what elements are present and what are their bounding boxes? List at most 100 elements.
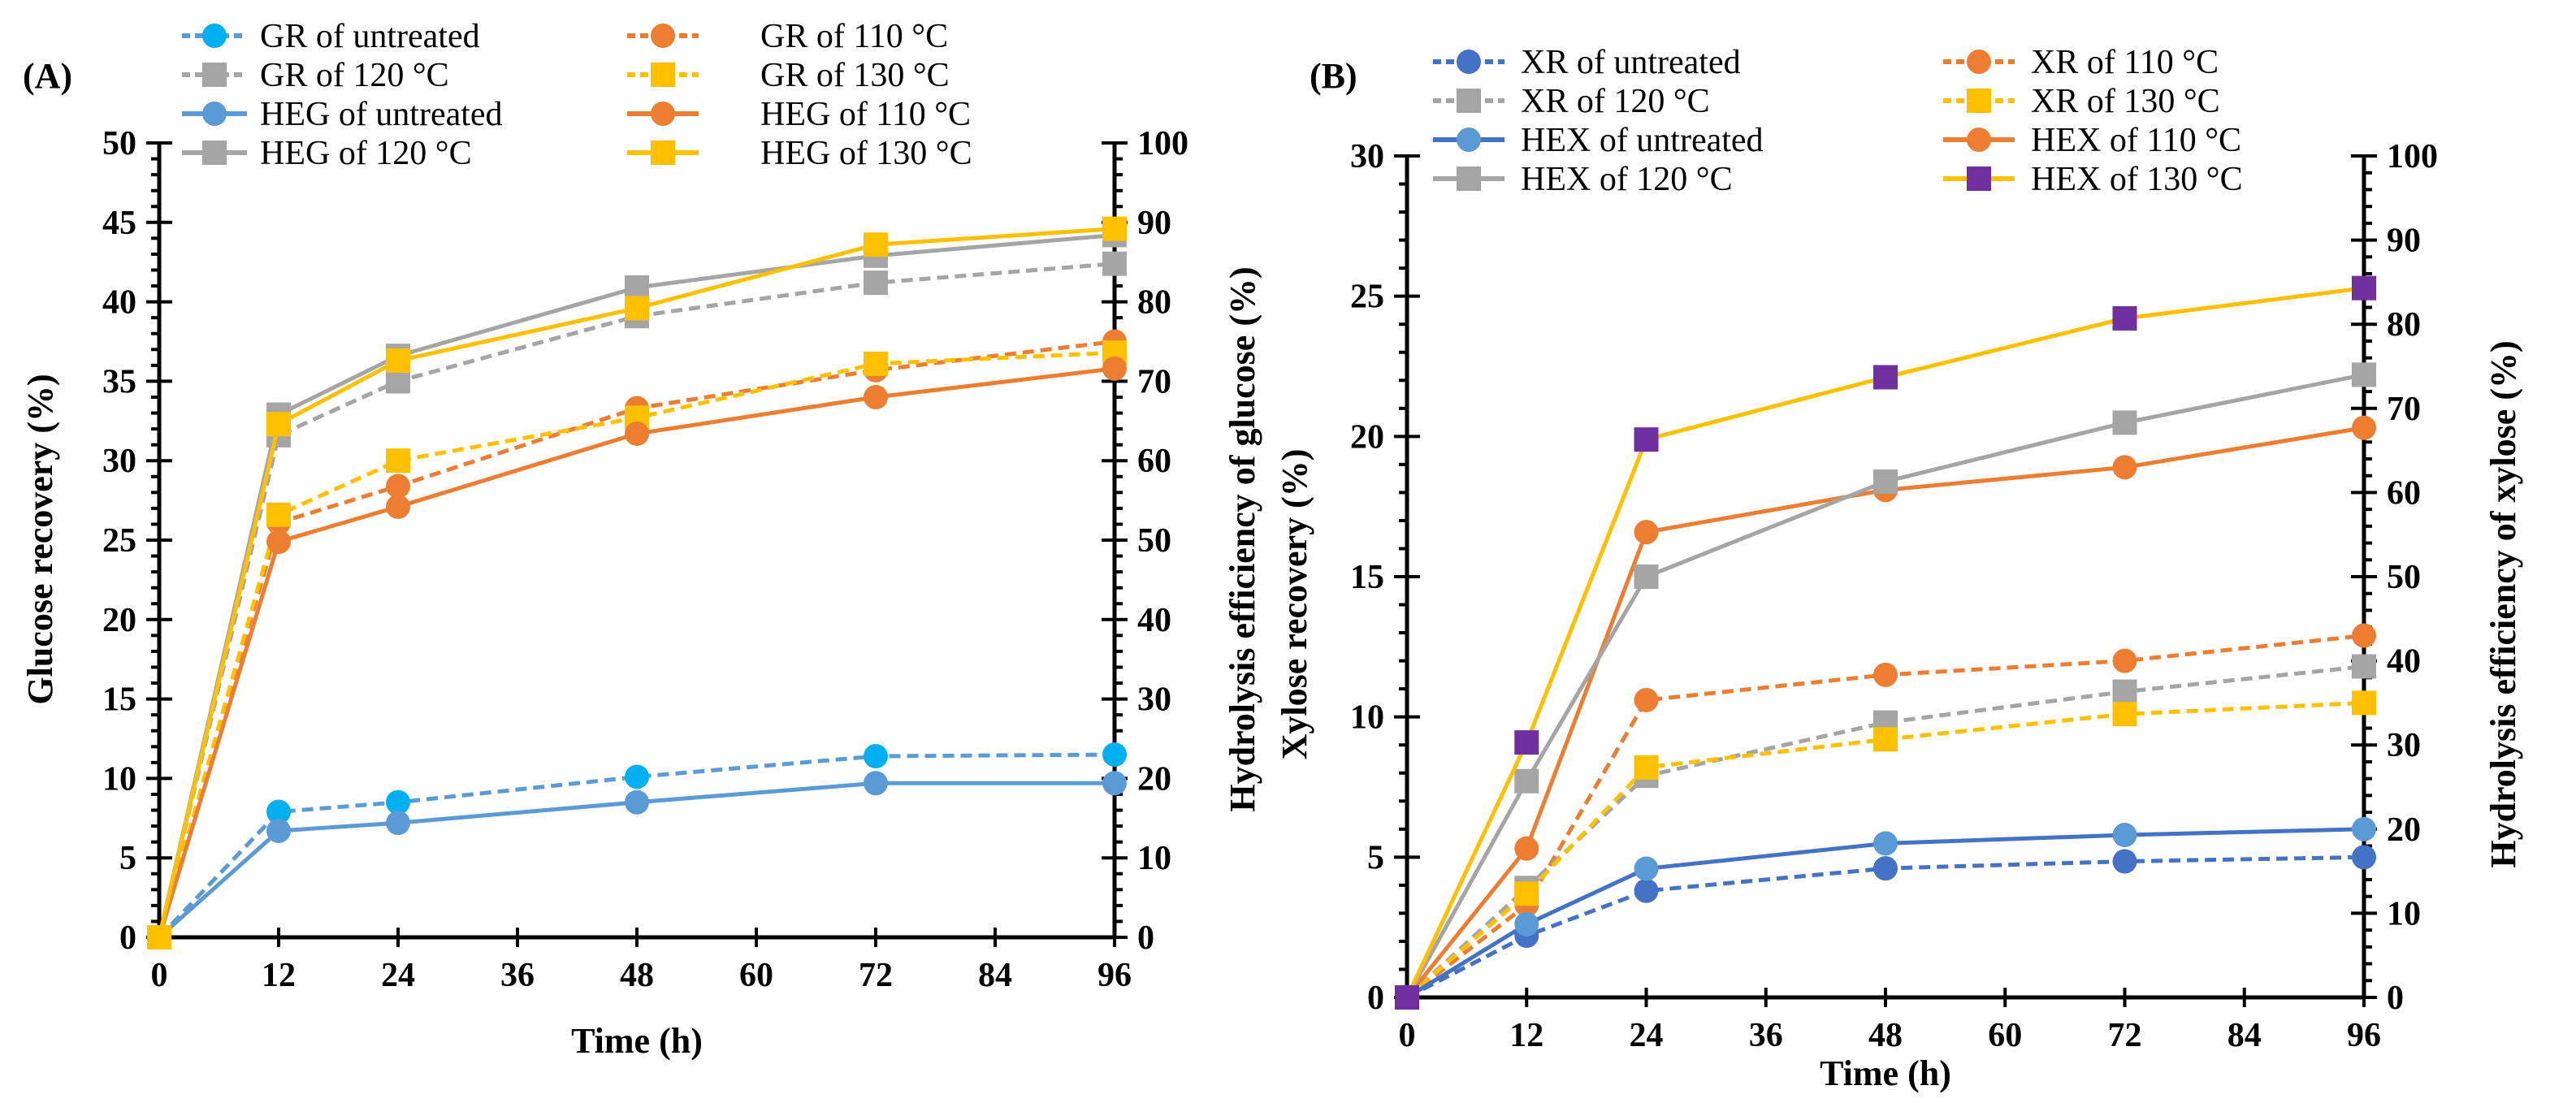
legend-item: HEX of 120 °C	[1433, 161, 1733, 198]
legend-marker	[651, 24, 675, 48]
x-axis-title: Time (h)	[571, 1021, 703, 1061]
y-tick-label-right: 70	[2387, 391, 2421, 428]
legend-label: GR of untreated	[260, 18, 480, 55]
legend-item: GR of 120 °C	[182, 57, 449, 94]
series-line	[1405, 372, 2365, 999]
y-tick-label-right: 0	[2387, 980, 2404, 1017]
data-point	[2352, 623, 2376, 648]
data-point	[625, 296, 649, 321]
series-line	[1405, 827, 2365, 1000]
data-point	[1395, 985, 1419, 1010]
legend-label: XR of 130 °C	[2031, 83, 2220, 120]
series-line	[1405, 700, 2365, 999]
data-point	[625, 764, 649, 789]
x-tick-label: 84	[978, 957, 1012, 994]
y-tick-label-left: 0	[1367, 980, 1384, 1017]
data-point	[625, 789, 649, 815]
data-point	[1514, 768, 1539, 794]
legend-marker	[1967, 50, 1991, 74]
series-line	[157, 366, 1115, 938]
data-point	[1514, 911, 1539, 936]
series-heg-of-130-c	[147, 216, 1127, 949]
series-gr-of-untreated	[147, 742, 1127, 949]
series-line	[1405, 854, 2365, 1000]
y-tick-label-right: 40	[2387, 643, 2421, 681]
y-tick-label-right: 80	[2387, 306, 2421, 344]
data-point	[266, 799, 291, 824]
legend-marker	[1457, 50, 1481, 74]
data-point	[1634, 755, 1659, 780]
y-tick-label-left: 20	[102, 602, 136, 639]
panel-label: (B)	[1310, 56, 1357, 96]
legend-marker	[202, 102, 227, 126]
data-point	[2112, 648, 2137, 673]
y-tick-label-right: 30	[1137, 681, 1171, 719]
data-point	[147, 925, 171, 949]
legend-item: HEG of untreated	[182, 96, 503, 133]
y-tick-label-right: 80	[1137, 284, 1171, 322]
data-point	[1102, 216, 1127, 241]
y-tick-label-right: 70	[1137, 363, 1171, 400]
y-tick-label-left: 45	[102, 205, 136, 242]
y-tick-label-right: 90	[1137, 205, 1171, 242]
x-tick-label: 12	[1509, 1017, 1543, 1054]
data-point	[266, 529, 291, 554]
panel-label: (A)	[23, 56, 72, 96]
x-tick-label: 24	[381, 957, 415, 994]
y-tick-label-right: 20	[1137, 760, 1171, 798]
data-point	[266, 818, 291, 843]
x-axis-title: Time (h)	[1820, 1053, 1951, 1093]
legend-label: HEG of 110 °C	[760, 96, 971, 133]
legend-item: XR of 120 °C	[1433, 83, 1710, 120]
data-point	[266, 502, 291, 527]
series-line	[1405, 426, 2365, 999]
legend-label: HEX of 130 °C	[2031, 161, 2243, 198]
data-point	[2352, 275, 2376, 301]
y-tick-label-right: 50	[1137, 522, 1171, 560]
data-point	[864, 232, 888, 257]
y-tick-label-left: 5	[1367, 839, 1384, 876]
legend-label: HEG of 130 °C	[760, 135, 972, 172]
data-point	[1873, 727, 1898, 752]
x-tick-label: 48	[620, 957, 654, 994]
x-tick-label: 72	[2108, 1017, 2142, 1054]
data-point	[1873, 469, 1898, 494]
series-line	[1405, 286, 2365, 999]
series-hex-of-130-c	[1395, 275, 2376, 1010]
series-line	[157, 350, 1115, 938]
y-tick-label-right: 20	[2387, 811, 2421, 849]
data-point	[386, 789, 410, 815]
data-point	[2112, 679, 2137, 704]
data-point	[2112, 410, 2137, 435]
legend-label: HEX of untreated	[1521, 122, 1764, 159]
legend-item: HEX of untreated	[1433, 122, 1764, 159]
legend-marker	[202, 141, 227, 165]
data-point	[1873, 365, 1898, 390]
legend-label: GR of 130 °C	[760, 57, 950, 94]
y-tick-label-right: 100	[2387, 138, 2438, 175]
series-line	[158, 752, 1115, 939]
legend-item: HEX of 110 °C	[1943, 122, 2241, 159]
legend-marker	[651, 102, 675, 126]
legend-item: GR of 110 °C	[627, 18, 948, 55]
x-tick-label: 0	[1399, 1017, 1416, 1054]
y-tick-label-left: 30	[1350, 138, 1384, 175]
x-tick-label: 72	[859, 957, 893, 994]
data-point	[2112, 849, 2137, 874]
data-point	[2112, 823, 2137, 848]
legend-item: GR of untreated	[182, 18, 480, 55]
y-tick-label-right: 60	[1137, 443, 1171, 480]
chart-panel-b: 0 5 10 15 20 25 30 0 10 20 30 40 50 60 70 80 90 100 0 12 24 3…	[1275, 44, 2523, 1093]
y-tick-label-left: 15	[1350, 559, 1384, 596]
y-tick-label-right: 10	[2387, 895, 2421, 932]
data-point	[2352, 362, 2376, 387]
legend-marker	[202, 24, 227, 48]
data-point	[1514, 730, 1539, 755]
data-point	[386, 474, 410, 499]
x-tick-label: 36	[1749, 1017, 1783, 1054]
y-tick-label-left: 10	[1350, 699, 1384, 737]
series-line	[158, 781, 1115, 939]
data-point	[1634, 878, 1659, 903]
data-point	[266, 412, 291, 437]
legend-marker	[1967, 89, 1991, 113]
